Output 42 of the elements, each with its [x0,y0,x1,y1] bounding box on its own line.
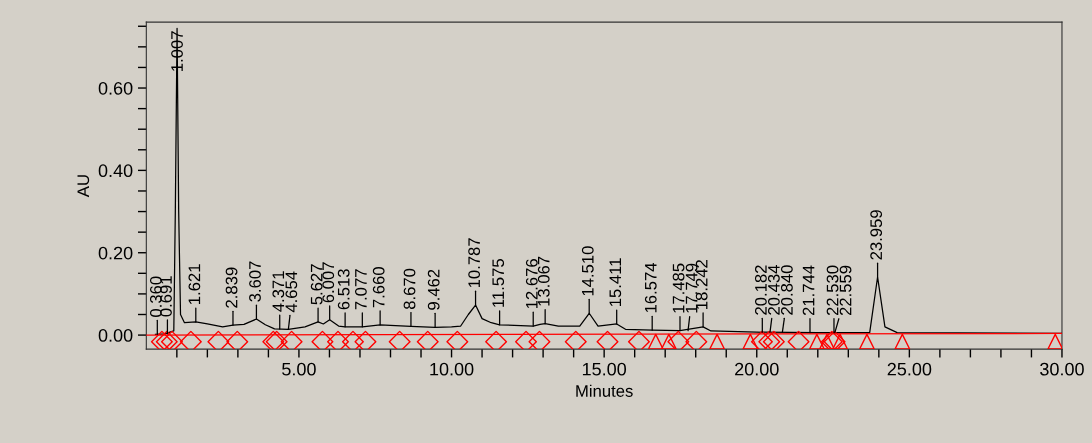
annotation: 16.574 [644,262,657,313]
y-axis-title: AU [77,175,90,198]
x-tick-label: 10.00 [430,362,474,376]
annotation: 4.371 [272,271,285,312]
annotation: 6.513 [337,269,350,310]
annotation: 3.607 [249,261,261,302]
annotation: 15.411 [609,258,622,307]
annotation: 0.691 [160,276,172,317]
annotation: 1.621 [188,264,201,304]
annotation: 14.510 [581,246,594,296]
annotation: 11.575 [492,259,505,307]
annotation: 17.485 [672,263,685,313]
y-tick-label: 0.00 [98,329,133,342]
annotation: 2.839 [225,267,238,308]
annotation: 20.182 [754,265,767,315]
x-tick-label: 30.00 [1040,362,1084,376]
annotation: 20.840 [780,265,793,315]
annotation: 21.744 [802,265,815,316]
annotation: 22.530 [826,265,839,316]
annotation: 7.660 [372,267,385,308]
annotation: 0.360 [149,276,162,317]
annotation: 13.067 [537,256,550,306]
x-tick-label: 15.00 [582,362,627,376]
annotation: 7.077 [355,269,367,310]
annotation: 9.462 [427,269,440,310]
annotation: 20.434 [767,265,780,315]
x-tick-label: 5.00 [282,362,316,376]
annotation: 4.654 [285,271,298,313]
x-tick-label: 20.00 [735,362,779,376]
annotation: 6.007 [322,262,335,303]
annotation: 10.787 [468,238,481,288]
x-tick-label: 25.00 [887,362,932,376]
x-axis-title: Minutes [576,384,633,397]
annotation: 5.627 [310,264,323,305]
annotation: 1.007 [171,31,183,71]
annotation: 22.559 [839,265,852,316]
annotation: 8.670 [403,268,416,310]
y-tick-label: 0.40 [98,164,133,178]
annotation: 12.676 [525,259,538,309]
y-tick-label: 0.60 [98,81,133,95]
annotation: 23.959 [870,210,883,260]
y-tick-label: 0.20 [98,246,133,260]
